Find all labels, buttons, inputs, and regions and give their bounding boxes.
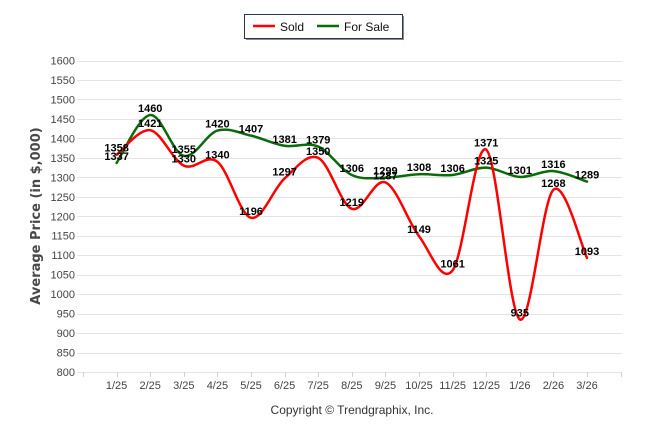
y-tick-label: 1350: [51, 153, 75, 165]
legend-item-for-sale: For Sale: [317, 20, 390, 34]
data-label-for-sale: 1316: [541, 159, 565, 171]
data-label-for-sale: 1355: [172, 144, 196, 156]
series-line-for-sale: [115, 113, 589, 183]
x-tick-label: 1/25: [106, 380, 127, 392]
x-tick-label: 12/25: [472, 380, 500, 392]
data-label-sold: 1268: [541, 178, 565, 190]
data-label-sold: 1297: [272, 166, 296, 178]
x-tick-label: 8/25: [341, 380, 362, 392]
data-label-sold: 1330: [172, 154, 196, 166]
data-label-for-sale: 1460: [138, 103, 162, 115]
y-tick-label: 1050: [51, 270, 75, 282]
x-tick-label: 10/25: [405, 380, 433, 392]
data-label-sold: 1421: [138, 118, 162, 130]
y-tick-label: 1300: [51, 172, 75, 184]
x-tick-label: 3/25: [173, 380, 194, 392]
x-tick-label: 3/26: [576, 380, 597, 392]
data-label-sold: 1149: [407, 224, 431, 236]
data-label-sold: 1371: [474, 138, 498, 150]
data-label-for-sale: 1407: [239, 124, 263, 136]
series-lines: [115, 113, 589, 321]
data-label-for-sale: 1420: [205, 119, 229, 131]
y-tick-label: 1600: [51, 56, 75, 68]
x-tick-label: 2/25: [139, 380, 160, 392]
x-tick-label: 4/25: [207, 380, 228, 392]
legend-label-for-sale: For Sale: [344, 20, 390, 34]
data-label-sold: 1340: [205, 150, 229, 162]
copyright-text: Copyright © Trendgraphix, Inc.: [271, 403, 434, 417]
y-axis-tick-labels: 800 850 900 950 1000 1050 1100 1150 1200 1250 1300…: [51, 56, 75, 380]
data-label-for-sale: 1381: [272, 134, 296, 146]
y-tick-label: 800: [57, 367, 75, 379]
data-label-for-sale: 1301: [508, 165, 532, 177]
data-label-sold: 1287: [373, 170, 397, 182]
y-tick-label: 1250: [51, 192, 75, 204]
x-tick-label: 1/26: [509, 380, 530, 392]
y-tick-label: 1500: [51, 94, 75, 106]
y-tick-label: 1150: [51, 231, 75, 243]
data-label-for-sale: 1299: [373, 166, 397, 178]
y-tick-label: 1400: [51, 133, 75, 145]
x-axis: 1/25 2/25 3/25 4/25 5/25 6/25 7/25 8/25 9/25 10/2…: [83, 372, 622, 392]
data-label-for-sale: 1337: [104, 151, 128, 163]
data-label-for-sale: 1308: [407, 162, 431, 174]
data-label-sold: 1350: [306, 146, 330, 158]
data-label-sold: 935: [511, 307, 529, 319]
data-label-sold: 1196: [239, 206, 263, 218]
x-tick-label: 2/26: [543, 380, 564, 392]
data-labels: 1337 1460 1355 1420 1407 1381 1379 1306 1299 1308…: [104, 103, 599, 319]
x-tick-label: 11/25: [439, 380, 466, 392]
y-axis-title: Average Price (in $,000): [29, 127, 44, 304]
data-label-for-sale: 1306: [440, 163, 464, 175]
data-label-sold: 1061: [440, 258, 464, 270]
data-label-sold: 1093: [575, 246, 599, 258]
x-tick-label: 6/25: [274, 380, 295, 392]
y-tick-label: 850: [57, 348, 75, 360]
legend: Sold For Sale: [244, 14, 404, 40]
gridlines: [77, 61, 622, 373]
x-tick-label: 9/25: [375, 380, 396, 392]
legend-label-sold: Sold: [280, 20, 304, 34]
x-tick-label: 7/25: [307, 380, 328, 392]
data-label-sold: 1358: [104, 143, 128, 155]
legend-item-sold: Sold: [253, 20, 304, 34]
data-label-for-sale: 1379: [306, 135, 330, 147]
y-tick-label: 1450: [51, 114, 75, 126]
x-tick-label: 5/25: [240, 380, 261, 392]
y-tick-label: 1550: [51, 75, 75, 87]
data-label-for-sale: 1325: [474, 156, 498, 168]
y-tick-label: 1000: [51, 289, 75, 301]
data-label-sold: 1219: [340, 197, 364, 209]
data-label-for-sale: 1289: [575, 170, 599, 182]
y-tick-label: 1100: [51, 250, 75, 262]
y-tick-label: 900: [57, 328, 75, 340]
y-tick-label: 1200: [51, 211, 75, 223]
y-tick-label: 950: [57, 309, 75, 321]
data-label-for-sale: 1306: [340, 163, 364, 175]
series-line-sold: [115, 128, 589, 321]
